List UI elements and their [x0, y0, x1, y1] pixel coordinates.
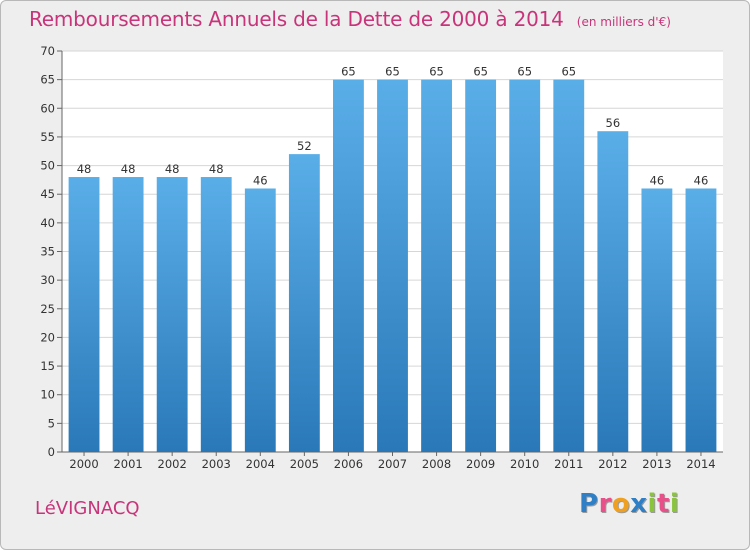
logo-letter: o: [611, 489, 631, 519]
y-tick-label: 70: [40, 44, 55, 58]
value-label: 65: [429, 65, 444, 79]
bar-2002: [156, 177, 188, 452]
x-tick-label: 2001: [113, 457, 142, 471]
value-label: 56: [606, 116, 621, 130]
y-tick-label: 5: [48, 416, 55, 430]
value-label: 48: [121, 162, 136, 176]
logo-letter: t: [656, 489, 670, 519]
x-tick-label: 2012: [598, 457, 627, 471]
y-tick-label: 50: [40, 159, 55, 173]
bar-2006: [333, 79, 364, 453]
value-label: 46: [650, 173, 665, 187]
value-label: 46: [694, 173, 709, 187]
y-tick-label: 45: [40, 187, 55, 201]
y-tick-label: 40: [40, 216, 55, 230]
x-tick-label: 2009: [466, 457, 495, 471]
y-tick-label: 65: [40, 73, 55, 87]
x-tick-label: 2002: [158, 457, 187, 471]
bar-2014: [685, 188, 717, 452]
y-tick-label: 0: [48, 445, 55, 459]
x-tick-label: 2005: [290, 457, 319, 471]
logo-letter: P: [579, 489, 599, 519]
x-tick-label: 2013: [642, 457, 671, 471]
x-axis: 2000 2001 2002 2003 2004 2005 2006 2007 2008 2009…: [62, 451, 723, 471]
x-tick-label: 2014: [686, 457, 715, 471]
value-label: 65: [385, 65, 400, 79]
proxiti-logo[interactable]: Proxiti: [579, 489, 679, 519]
data-labels: 48 48 48 48 46 52 65 65 65 65 65 65 56 46 46: [77, 65, 709, 188]
bar-2008: [421, 79, 452, 453]
bar-2003: [200, 177, 232, 452]
value-label: 48: [165, 162, 180, 176]
y-tick-label: 35: [40, 245, 55, 259]
logo-letter: i: [647, 489, 657, 519]
y-tick-label: 15: [40, 359, 55, 373]
value-label: 52: [297, 139, 312, 153]
y-tick-label: 25: [40, 302, 55, 316]
bar-2009: [465, 79, 497, 453]
value-label: 48: [77, 162, 92, 176]
bar-2010: [509, 79, 541, 453]
chart-subtitle: (en milliers d'€): [576, 15, 671, 29]
y-tick-label: 30: [40, 273, 55, 287]
x-tick-label: 2004: [246, 457, 275, 471]
value-label: 46: [253, 173, 268, 187]
y-axis: 0 5 10 15 20 25 30 35 40 45 50 55 60 65 70: [40, 44, 63, 459]
chart-header: Remboursements Annuels de la Dette de 20…: [29, 7, 671, 31]
bar-series: [68, 79, 717, 453]
value-label: 48: [209, 162, 224, 176]
y-tick-label: 10: [40, 388, 55, 402]
value-label: 65: [473, 65, 488, 79]
bar-2005: [288, 154, 320, 452]
x-tick-label: 2008: [422, 457, 451, 471]
x-tick-label: 2011: [554, 457, 583, 471]
value-label: 65: [341, 65, 356, 79]
value-label: 65: [517, 65, 532, 79]
x-tick-label: 2003: [202, 457, 231, 471]
y-tick-label: 60: [40, 101, 55, 115]
bar-2004: [244, 188, 276, 452]
logo-letter: r: [598, 489, 612, 519]
y-tick-label: 55: [40, 130, 55, 144]
logo-letter: x: [630, 489, 648, 519]
commune-name: LéVIGNACQ: [35, 498, 140, 519]
bar-2001: [112, 177, 144, 452]
bar-2012: [597, 131, 629, 452]
x-tick-label: 2010: [510, 457, 539, 471]
value-label: 65: [561, 65, 576, 79]
bar-2013: [641, 188, 673, 452]
bar-2007: [377, 79, 408, 453]
x-tick-label: 2007: [378, 457, 407, 471]
logo-letter: i: [669, 489, 680, 519]
y-tick-label: 20: [40, 330, 55, 344]
chart-title: Remboursements Annuels de la Dette de 20…: [29, 7, 564, 31]
bar-2000: [68, 177, 100, 452]
bar-2011: [553, 79, 585, 453]
x-tick-label: 2006: [334, 457, 363, 471]
x-tick-label: 2000: [69, 457, 98, 471]
